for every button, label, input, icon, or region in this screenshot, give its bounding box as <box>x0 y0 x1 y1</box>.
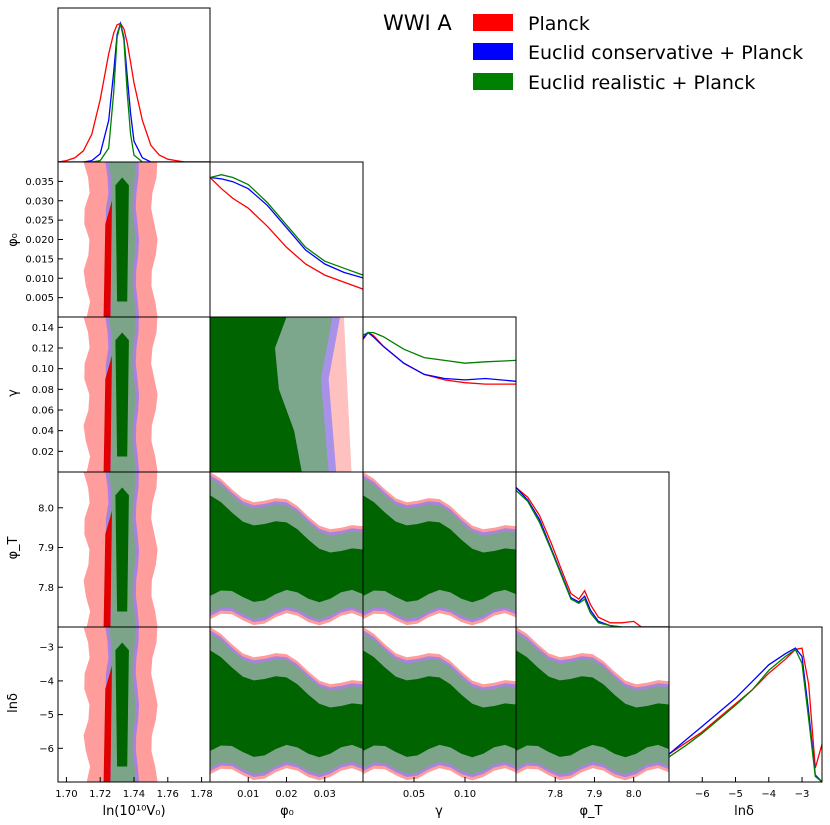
contour-real-inner <box>210 650 363 758</box>
panel-frame <box>515 471 670 628</box>
xtick-label: −5 <box>728 789 743 800</box>
xtick-label: 1.70 <box>55 789 77 800</box>
ytick-label: 7.8 <box>38 583 54 594</box>
marginal-lndelta-line <box>669 647 822 782</box>
panel-frame <box>362 316 517 473</box>
xlabel-gamma: γ <box>435 804 443 819</box>
legend-label-planck: Planck <box>528 13 590 35</box>
ytick-label: 8.0 <box>38 503 54 514</box>
marginal-phiT-line <box>516 489 669 627</box>
panel-frame <box>209 161 364 318</box>
marginal-V0-line <box>58 20 210 162</box>
contour-planck-inner <box>103 510 112 627</box>
contour-real-inner <box>115 642 129 767</box>
marginal-phiT-line <box>516 486 669 627</box>
contour-real-inner <box>516 650 669 758</box>
ytick-label: 0.14 <box>32 323 54 334</box>
contour-real-inner <box>210 495 363 603</box>
legend-swatch-euclid-realistic <box>473 73 513 90</box>
contour-real-inner <box>115 177 129 302</box>
marginal-curves <box>58 20 822 782</box>
xtick-label: 0.05 <box>403 789 425 800</box>
ytick-label: 0.04 <box>32 426 54 437</box>
xlabel-phi0: φ₀ <box>280 804 294 819</box>
contour-planck-inner <box>103 200 112 317</box>
ylabel-phi0: φ₀ <box>6 233 21 247</box>
marginal-gamma-line <box>363 331 516 382</box>
legend-label-euclid-conservative: Euclid conservative + Planck <box>528 42 803 64</box>
ytick-label: 0.015 <box>25 254 54 265</box>
contour-real-inner <box>115 332 129 457</box>
ytick-label: 0.08 <box>32 385 54 396</box>
ytick-label: 0.12 <box>32 344 54 355</box>
xtick-label: 0.03 <box>314 789 336 800</box>
marginal-phi0-line <box>210 176 363 279</box>
ytick-label: −4 <box>39 676 54 687</box>
ytick-label: 7.9 <box>38 543 54 554</box>
ytick-label: 0.10 <box>32 364 54 375</box>
ylabel-lndelta: lnδ <box>6 693 21 713</box>
ytick-label: −5 <box>39 710 54 721</box>
ytick-label: 0.025 <box>25 216 54 227</box>
marginal-V0-line <box>58 22 210 162</box>
legend-label-euclid-realistic: Euclid realistic + Planck <box>528 72 755 94</box>
legend: Planck Euclid conservative + Planck Eucl… <box>473 13 803 94</box>
ytick-label: −3 <box>39 643 54 654</box>
contour-real-inner <box>115 487 129 612</box>
contour-real-inner <box>363 650 516 758</box>
contour-planck-inner <box>103 665 112 782</box>
contour-real-inner <box>363 495 516 603</box>
ylabel-gamma: γ <box>6 389 21 397</box>
xtick-label: 0.01 <box>237 789 259 800</box>
xtick-label: 8.0 <box>626 789 642 800</box>
marginal-gamma-line <box>363 331 516 364</box>
ytick-label: 0.020 <box>25 235 54 246</box>
marginal-lndelta-line <box>669 648 822 782</box>
panel-frames <box>57 7 823 783</box>
xtick-label: 7.9 <box>587 789 603 800</box>
contour-layer <box>83 162 669 782</box>
marginal-lndelta-line <box>669 647 822 769</box>
legend-swatch-euclid-conservative <box>473 43 513 60</box>
tick-layer: 1.70 1.72 1.74 1.76 1.78 0.01 0.02 0.03 0.05 0.10… <box>25 177 809 800</box>
xtick-label: 1.72 <box>89 789 111 800</box>
ytick-label: 0.06 <box>32 406 54 417</box>
panel-frame <box>668 626 823 783</box>
ytick-label: 0.035 <box>25 177 54 188</box>
marginal-phi0-line <box>210 174 363 276</box>
marginal-phi0-line <box>210 177 363 290</box>
xlabel-lndelta: lnδ <box>734 804 754 819</box>
ytick-label: 0.010 <box>25 274 54 285</box>
marginal-V0-line <box>58 23 210 162</box>
chart-title: WWI A <box>383 11 452 35</box>
xtick-label: −3 <box>795 789 810 800</box>
ytick-label: 0.005 <box>25 293 54 304</box>
xtick-label: 7.8 <box>547 789 563 800</box>
xtick-label: 1.74 <box>123 789 145 800</box>
ytick-label: −6 <box>39 744 54 755</box>
contour-real-inner <box>210 317 302 472</box>
xtick-label: 1.78 <box>190 789 212 800</box>
marginal-gamma-line <box>363 331 516 385</box>
ytick-label: 0.02 <box>32 447 54 458</box>
marginal-phiT-line <box>516 487 669 627</box>
xlabel-phiT: φ_T <box>579 804 602 819</box>
xtick-label: 1.76 <box>157 789 179 800</box>
contour-planck-inner <box>103 355 112 472</box>
ylabel-phiT: φ_T <box>6 536 21 559</box>
legend-swatch-planck <box>473 14 513 31</box>
xtick-label: 0.02 <box>275 789 297 800</box>
xtick-label: −4 <box>761 789 776 800</box>
xtick-label: −6 <box>695 789 710 800</box>
xlabel-v0: ln(10¹⁰V₀) <box>102 804 165 819</box>
ytick-label: 0.030 <box>25 196 54 207</box>
xtick-label: 0.10 <box>454 789 476 800</box>
